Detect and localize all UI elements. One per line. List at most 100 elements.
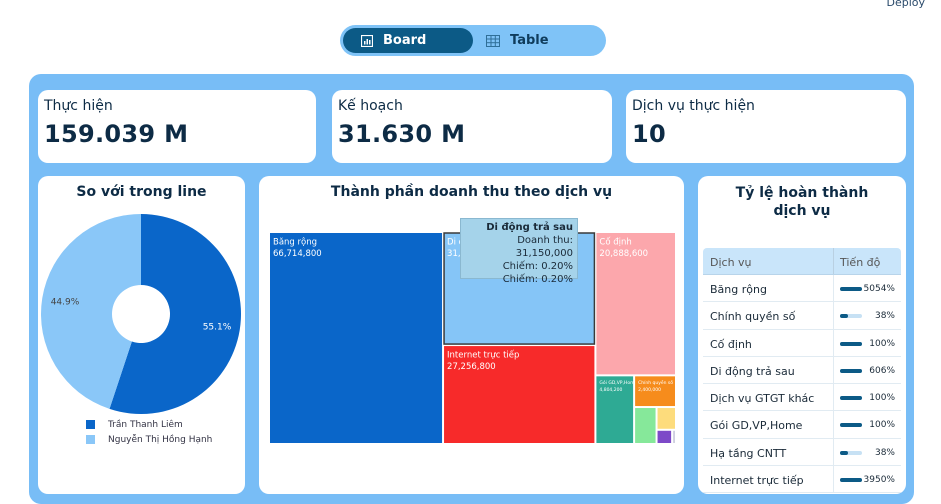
column-header-service[interactable]: Dịch vụ xyxy=(703,248,834,274)
tooltip-title: Di động trả sau xyxy=(486,222,573,233)
completion-card: Tỷ lệ hoàn thành dịch vụ Dịch vụ Tiến độ… xyxy=(698,176,906,494)
legend-swatch xyxy=(86,435,95,444)
treemap-tile[interactable] xyxy=(657,408,675,429)
kpi-card-actual: Thực hiện 159.039 M xyxy=(38,90,316,163)
progress-cell: 3950% xyxy=(834,466,901,492)
progress-value: 100% xyxy=(869,393,895,404)
table-view-label: Table xyxy=(510,33,549,48)
kpi-card-services: Dịch vụ thực hiện 10 xyxy=(626,90,906,163)
pie-card: So với trong line 55.1% 44.9% Trần Thanh … xyxy=(38,176,245,494)
progress-cell: 38% xyxy=(834,439,901,465)
progress-cell: 100% xyxy=(834,411,901,437)
progress-cell: 5054% xyxy=(834,275,901,301)
treemap-tile-value: 4,804,200 xyxy=(599,387,622,393)
treemap-tile[interactable] xyxy=(270,233,443,443)
table-header: Dịch vụ Tiến độ xyxy=(703,248,901,275)
pie-legend: Trần Thanh Liêm Nguyễn Thị Hồng Hạnh xyxy=(86,417,212,447)
treemap-tile-value: 66,714,800 xyxy=(273,249,322,259)
kpi-label: Thực hiện xyxy=(44,98,113,114)
progress-cell: 100% xyxy=(834,330,901,356)
table-row[interactable]: Dịch vụ GTGT khác 100% xyxy=(703,384,901,412)
dashboard-panel: Thực hiện 159.039 M Kế hoạch 31.630 M Dị… xyxy=(29,74,914,504)
pie-slice[interactable] xyxy=(109,214,242,414)
progress-bar-fill xyxy=(840,396,862,401)
table-view-button[interactable]: Table xyxy=(480,28,600,53)
table-row[interactable]: Internet trực tiếp 3950% xyxy=(703,466,901,494)
table-icon xyxy=(486,34,500,47)
progress-bar xyxy=(840,314,862,319)
progress-bar xyxy=(840,341,862,346)
treemap-card: Thành phần doanh thu theo dịch vụ Băng r… xyxy=(259,176,684,494)
table-row[interactable]: Di động trả sau 606% xyxy=(703,356,901,385)
treemap-tile[interactable] xyxy=(596,233,675,375)
progress-cell: 100% xyxy=(834,384,901,410)
treemap-tile[interactable] xyxy=(635,408,656,443)
service-name: Băng rộng xyxy=(703,275,834,302)
legend-item: Trần Thanh Liêm xyxy=(86,417,212,432)
progress-bar-fill xyxy=(840,287,862,291)
treemap-tooltip: Di động trả sau Doanh thu: 31,150,000 Ch… xyxy=(460,218,578,285)
treemap-tile-label: Băng rộng xyxy=(273,237,317,248)
tooltip-line: Chiếm: 0.20% xyxy=(502,274,573,285)
view-toggle: Board Table xyxy=(340,25,606,56)
progress-bar xyxy=(840,287,862,291)
treemap-tile-label: Internet trực tiếp xyxy=(447,350,519,361)
progress-bar-fill xyxy=(840,423,862,428)
legend-label: Nguyễn Thị Hồng Hạnh xyxy=(108,434,213,445)
completion-title: Tỷ lệ hoàn thành dịch vụ xyxy=(735,185,869,219)
treemap-tile[interactable] xyxy=(657,430,672,443)
chart-icon xyxy=(361,34,373,47)
progress-bar xyxy=(840,368,862,373)
progress-bar-fill xyxy=(840,314,849,319)
service-name: Chính quyền số xyxy=(703,302,834,329)
table-row[interactable]: Băng rộng 5054% xyxy=(703,275,901,303)
kpi-label: Kế hoạch xyxy=(338,98,403,114)
progress-bar-fill xyxy=(840,478,862,483)
progress-value: 38% xyxy=(874,447,895,458)
progress-value: 100% xyxy=(869,420,895,431)
treemap-tile-value: 20,888,600 xyxy=(599,249,648,259)
progress-value: 606% xyxy=(869,365,895,376)
tooltip-line: Doanh thu: 31,150,000 xyxy=(515,235,573,259)
table-row[interactable]: Hạ tầng CNTT 38% xyxy=(703,438,901,467)
table-row[interactable]: Gói GD,VP,Home 100% xyxy=(703,411,901,439)
treemap-title: Thành phần doanh thu theo dịch vụ xyxy=(330,184,613,200)
treemap-tile-value: 2,400,000 xyxy=(638,387,661,393)
table-row[interactable]: Cố định 100% xyxy=(703,329,901,357)
progress-value: 100% xyxy=(869,338,895,349)
progress-bar-fill xyxy=(840,368,862,373)
progress-bar-fill xyxy=(840,341,862,346)
deploy-button[interactable]: Deploy xyxy=(886,0,925,9)
completion-table[interactable]: Dịch vụ Tiến độ Băng rộng 5054% Chính quyề… xyxy=(703,248,901,494)
progress-value: 38% xyxy=(874,311,895,322)
pie-slice[interactable] xyxy=(41,214,141,409)
progress-cell: 38% xyxy=(834,302,901,328)
progress-bar xyxy=(840,423,862,428)
treemap-tile-value: 27,256,800 xyxy=(447,362,496,372)
tooltip-line: Chiếm: 0.20% xyxy=(502,261,573,272)
kpi-value: 159.039 M xyxy=(44,120,189,148)
progress-value: 5054% xyxy=(863,284,895,294)
service-name: Hạ tầng CNTT xyxy=(703,438,834,466)
column-header-progress[interactable]: Tiến độ xyxy=(840,256,881,269)
treemap-tile-label: Chính quyền số xyxy=(638,378,673,386)
service-name: Gói GD,VP,Home xyxy=(703,411,834,438)
kpi-label: Dịch vụ thực hiện xyxy=(632,98,755,114)
table-row[interactable]: Chính quyền số 38% xyxy=(703,302,901,330)
treemap-tile[interactable] xyxy=(596,376,634,443)
board-view-button[interactable]: Board xyxy=(343,28,473,53)
treemap-tile[interactable] xyxy=(444,346,595,443)
pie-slice-label: 44.9% xyxy=(51,298,80,308)
progress-bar xyxy=(840,396,862,401)
service-name: Di động trả sau xyxy=(703,356,834,384)
treemap-tile[interactable] xyxy=(635,376,675,407)
legend-item: Nguyễn Thị Hồng Hạnh xyxy=(86,432,212,447)
progress-value: 3950% xyxy=(863,475,895,486)
treemap-tile-label: Gói GD,VP,Home xyxy=(599,379,637,386)
treemap-tile-label: Cố định xyxy=(599,237,631,248)
table-body: Băng rộng 5054% Chính quyền số 38% Cố định 10… xyxy=(703,275,901,494)
pie-title: So với trong line xyxy=(76,184,207,200)
treemap-tile[interactable] xyxy=(673,430,675,443)
kpi-card-plan: Kế hoạch 31.630 M xyxy=(332,90,612,163)
